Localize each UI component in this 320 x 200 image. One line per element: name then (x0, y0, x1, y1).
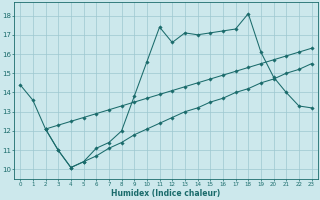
X-axis label: Humidex (Indice chaleur): Humidex (Indice chaleur) (111, 189, 220, 198)
